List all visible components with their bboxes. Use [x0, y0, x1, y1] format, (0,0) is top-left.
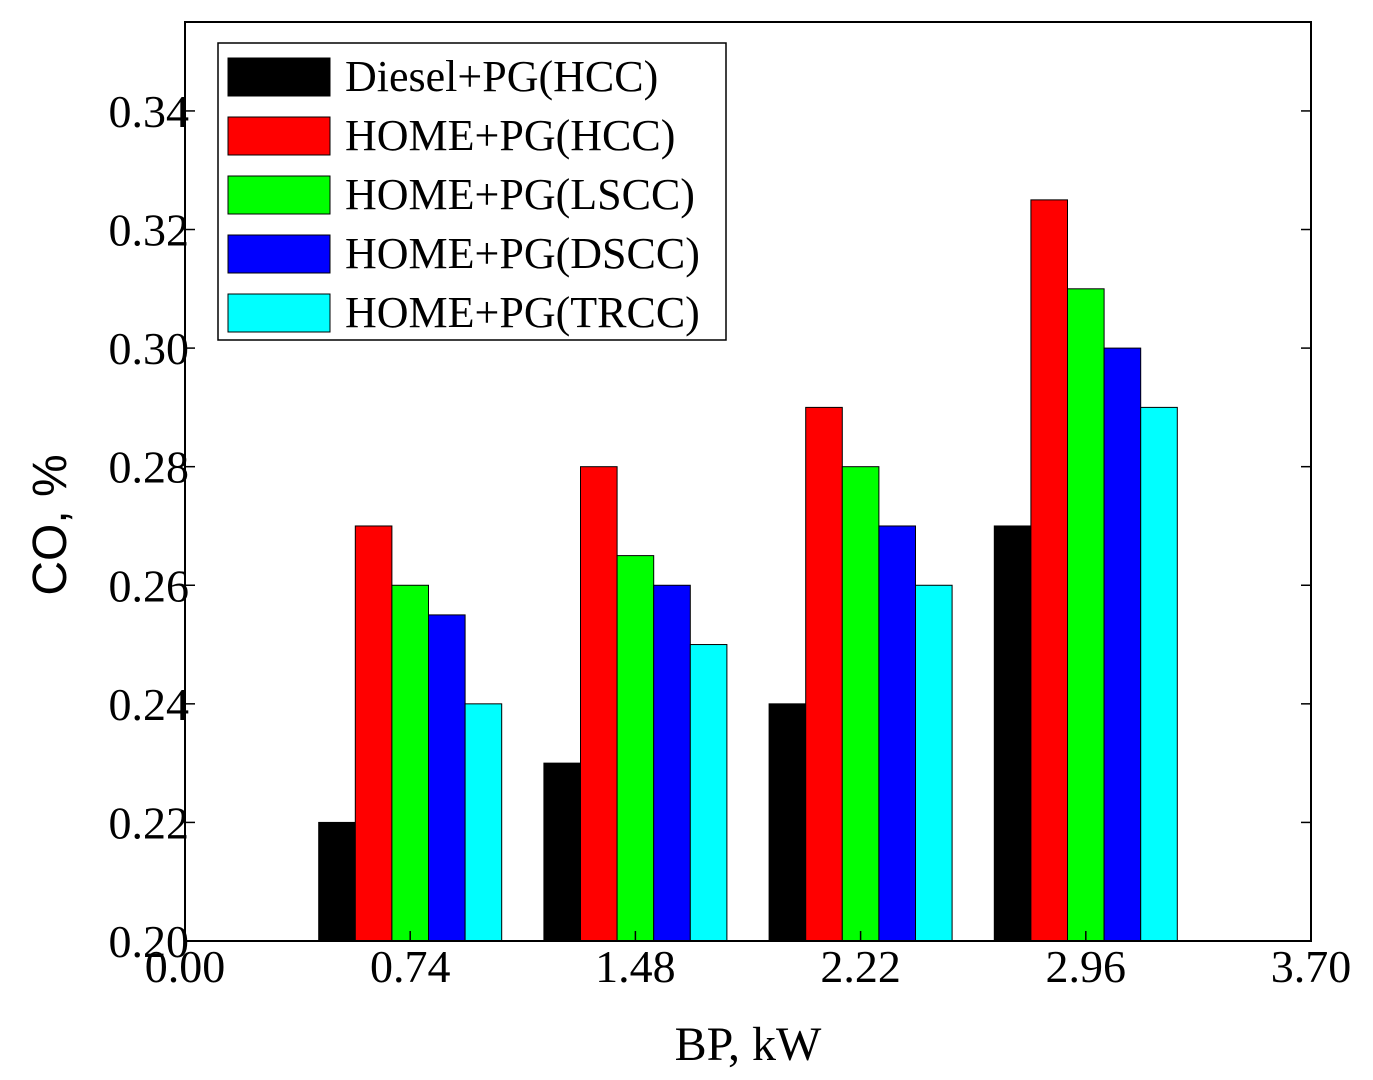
- bar-home-pg-dscc-1.48: [653, 584, 691, 942]
- x-axis: 0.00 0.74 1.48 2.22 2.96 3.70: [145, 931, 1352, 992]
- bar-home-pg-hcc-2.96: [1030, 199, 1069, 942]
- x-tick-label: 1.48: [595, 941, 676, 992]
- y-tick-label: 0.32: [109, 205, 190, 256]
- y-axis: 0.20 0.22 0.24 0.26 0.28 0.30 0.32 0.34: [109, 86, 1311, 967]
- bar-home-pg-hcc-0.74: [354, 525, 393, 942]
- bar-home-pg-hcc-2.22: [805, 406, 843, 942]
- bar-diesel-pg-hcc-1.48: [543, 762, 582, 942]
- legend-label-home-pg-lscc: HOME+PG(LSCC): [345, 170, 695, 219]
- x-tick-label: 0.74: [370, 941, 451, 992]
- legend-swatch-home-pg-trcc: [227, 293, 331, 333]
- bar-diesel-pg-hcc-0.74: [318, 821, 356, 942]
- x-tick-label: 2.96: [1046, 941, 1127, 992]
- bar-home-pg-lscc-1.48: [616, 555, 655, 942]
- x-tick-label: 3.70: [1271, 941, 1352, 992]
- bar-home-pg-trcc-2.22: [915, 584, 953, 942]
- y-axis-title: CO, %: [24, 454, 77, 595]
- bar-diesel-pg-hcc-2.96: [993, 525, 1032, 942]
- legend-label-home-pg-dscc: HOME+PG(DSCC): [345, 229, 700, 278]
- bar-diesel-pg-hcc-2.22: [768, 703, 807, 942]
- y-tick-label: 0.34: [109, 86, 190, 137]
- bar-home-pg-lscc-0.74: [391, 584, 429, 942]
- plot-frame: [184, 21, 1312, 942]
- x-tick-label: 2.22: [820, 941, 901, 992]
- bar-home-pg-lscc-2.96: [1067, 288, 1105, 942]
- y-tick-label: 0.28: [109, 442, 190, 493]
- legend-label-diesel-pg-hcc: Diesel+PG(HCC): [345, 52, 658, 101]
- bar-home-pg-trcc-2.96: [1140, 406, 1178, 942]
- legend-label-home-pg-hcc: HOME+PG(HCC): [345, 111, 675, 160]
- bar-home-pg-hcc-1.48: [580, 466, 618, 942]
- x-tick-label: 0.00: [145, 941, 226, 992]
- legend-swatch-home-pg-lscc: [227, 175, 331, 215]
- bar-home-pg-dscc-0.74: [428, 614, 466, 942]
- legend-label-home-pg-trcc: HOME+PG(TRCC): [345, 288, 700, 337]
- y-tick-label: 0.20: [109, 916, 190, 967]
- bar-home-pg-trcc-0.74: [464, 703, 503, 942]
- legend: Diesel+PG(HCC) HOME+PG(HCC) HOME+PG(LSCC) H…: [217, 42, 727, 341]
- y-tick-label: 0.26: [109, 560, 190, 611]
- legend-swatch-home-pg-hcc: [227, 116, 331, 156]
- legend-swatch-diesel-pg-hcc: [227, 57, 331, 97]
- bar-home-pg-lscc-2.22: [841, 466, 880, 942]
- bar-home-pg-trcc-1.48: [689, 644, 728, 942]
- y-tick-label: 0.30: [109, 323, 190, 374]
- y-tick-label: 0.24: [109, 679, 190, 730]
- bar-home-pg-dscc-2.22: [878, 525, 917, 942]
- y-tick-label: 0.22: [109, 797, 190, 848]
- bars-group: [318, 199, 1178, 942]
- legend-swatch-home-pg-dscc: [227, 234, 331, 274]
- bar-home-pg-dscc-2.96: [1103, 347, 1142, 942]
- x-axis-title: BP, kW: [675, 1018, 822, 1071]
